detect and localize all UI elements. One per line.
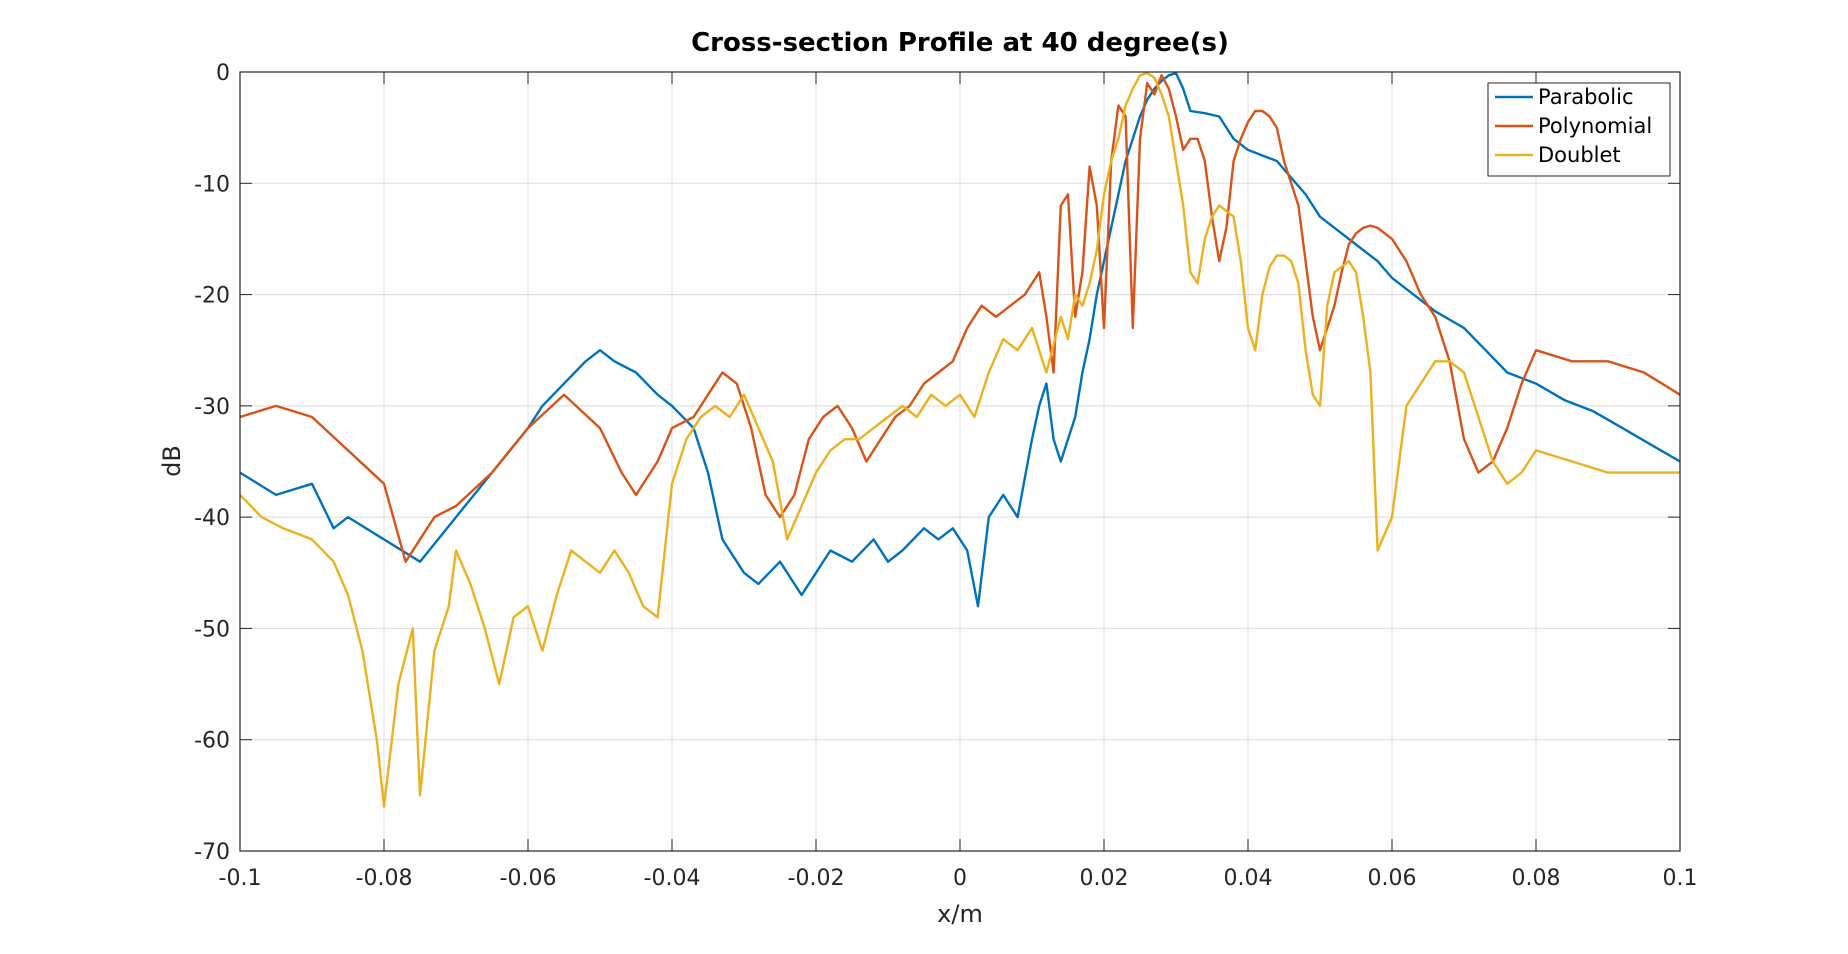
series-layer — [240, 72, 1680, 808]
x-tick-label: -0.08 — [356, 866, 413, 891]
x-tick-label: 0 — [953, 866, 967, 891]
x-tick-labels: -0.1 -0.08 -0.06 -0.04 -0.02 0 0.02 0.04 0.06 0.0… — [219, 866, 1698, 891]
chart-title: Cross-section Profile at 40 degree(s) — [691, 28, 1229, 58]
x-tick-label: 0.08 — [1512, 866, 1561, 891]
x-tick-label: -0.02 — [788, 866, 845, 891]
legend-label-doublet: Doublet — [1538, 143, 1621, 167]
y-axis-label: dB — [158, 445, 186, 477]
x-axis-label: x/m — [937, 900, 983, 928]
y-tick-label: -40 — [194, 506, 230, 531]
x-tick-label: -0.1 — [219, 866, 262, 891]
y-tick-label: -70 — [194, 840, 230, 865]
series-line-doublet — [240, 72, 1680, 808]
y-tick-labels: 0 -10 -20 -30 -40 -50 -60 -70 — [194, 61, 230, 865]
x-tick-label: 0.1 — [1663, 866, 1698, 891]
x-tick-label: 0.04 — [1224, 866, 1273, 891]
x-tick-label: -0.06 — [500, 866, 557, 891]
legend-label-polynomial: Polynomial — [1538, 114, 1652, 138]
y-tick-label: -30 — [194, 395, 230, 420]
y-tick-label: 0 — [216, 61, 230, 86]
legend-box — [1487, 82, 1671, 177]
y-tick-label: -60 — [194, 729, 230, 754]
y-tick-label: -50 — [194, 617, 230, 642]
y-tick-label: -10 — [194, 172, 230, 197]
y-tick-label: -20 — [194, 284, 230, 309]
x-tick-label: 0.02 — [1080, 866, 1129, 891]
legend-label-parabolic: Parabolic — [1538, 85, 1633, 109]
x-tick-label: 0.06 — [1368, 866, 1417, 891]
series-line-parabolic — [240, 72, 1680, 608]
series-line-polynomial — [240, 74, 1680, 563]
legend: Parabolic Polynomial Doublet — [1487, 82, 1671, 177]
x-tick-label: -0.04 — [644, 866, 701, 891]
plot-frame — [239, 71, 1681, 852]
